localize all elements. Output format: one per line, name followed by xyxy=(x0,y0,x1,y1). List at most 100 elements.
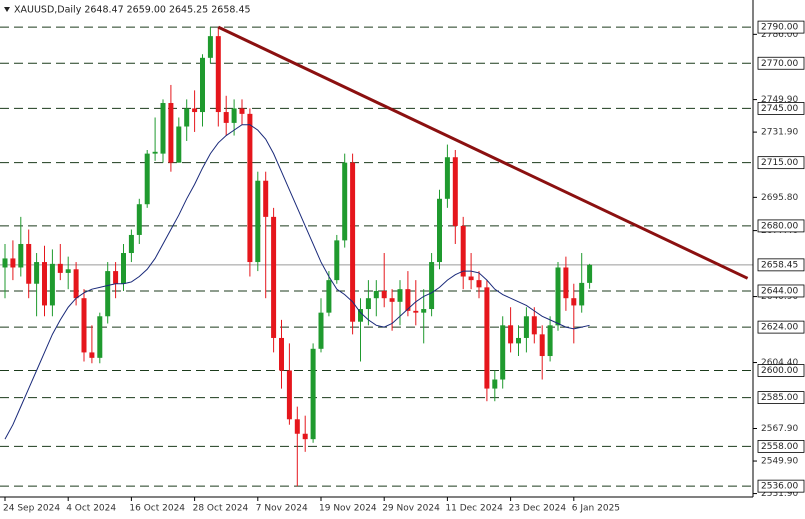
level-label: 2680.00 xyxy=(761,221,798,231)
candle-body xyxy=(476,280,482,288)
candle-body xyxy=(239,108,245,114)
candle-body xyxy=(342,162,348,241)
level-label-box xyxy=(757,56,805,70)
candle-body xyxy=(152,151,158,154)
candle-body xyxy=(429,262,435,310)
candle-body xyxy=(231,108,237,123)
candle-body xyxy=(89,352,95,358)
candle-body xyxy=(286,370,292,420)
x-tick-label: 19 Nov 2024 xyxy=(319,504,377,514)
x-tick-label: 7 Nov 2024 xyxy=(256,504,308,514)
candle-body xyxy=(294,419,300,434)
candle-body xyxy=(144,153,150,205)
level-label-box xyxy=(757,439,805,453)
candle-body xyxy=(302,433,308,440)
candle-body xyxy=(326,280,332,313)
candle-body xyxy=(539,334,545,357)
level-label-box xyxy=(757,219,805,233)
candle-body xyxy=(279,337,284,371)
candle-body xyxy=(413,310,419,313)
candle-body xyxy=(160,103,166,154)
candle-body xyxy=(365,298,371,310)
candle-body xyxy=(184,108,190,127)
candle-body xyxy=(73,269,79,299)
candle-body xyxy=(563,267,569,299)
candle-body xyxy=(484,287,490,389)
chart-title: XAUUSD,Daily 2648.47 2659.00 2645.25 265… xyxy=(14,5,251,16)
candle-body xyxy=(255,180,261,263)
level-label: 2715.00 xyxy=(761,158,798,168)
level-label-box xyxy=(757,479,805,493)
candle-body xyxy=(223,112,229,123)
candle-body xyxy=(547,325,553,357)
candle-body xyxy=(113,271,119,284)
candle-body xyxy=(65,269,71,273)
level-label: 2745.00 xyxy=(761,104,798,114)
candle-body xyxy=(57,263,63,273)
candle-body xyxy=(26,243,32,284)
candle-body xyxy=(105,271,111,317)
candle-body xyxy=(247,113,253,263)
y-tick-label: 2731.90 xyxy=(761,128,798,138)
x-tick-label: 11 Dec 2024 xyxy=(445,504,503,514)
level-label-box xyxy=(757,20,805,34)
candle-body xyxy=(437,198,442,263)
candle-body xyxy=(263,180,269,217)
candle-body xyxy=(508,325,514,344)
y-tick-label: 2786.00 xyxy=(761,30,798,40)
candle-body xyxy=(318,312,324,349)
level-label: 2558.00 xyxy=(761,442,798,452)
level-label-box xyxy=(757,284,805,298)
y-tick-label: 2567.90 xyxy=(761,424,798,434)
y-tick-label: 2531.90 xyxy=(761,489,798,499)
trendline xyxy=(217,25,749,280)
level-label: 2600.00 xyxy=(761,366,798,376)
x-tick-label: 23 Dec 2024 xyxy=(509,504,567,514)
candle-body xyxy=(358,309,363,322)
candle-body xyxy=(555,267,561,326)
level-label-box xyxy=(757,391,805,405)
current-price-label: 2658.45 xyxy=(761,260,798,270)
candle-body xyxy=(571,298,577,306)
candle-body xyxy=(350,162,356,322)
candle-body xyxy=(207,36,213,58)
candle-body xyxy=(587,264,593,283)
plot xyxy=(0,25,753,487)
candle-body xyxy=(310,348,316,440)
x-tick-label: 6 Jan 2025 xyxy=(572,504,620,514)
candle-body xyxy=(81,298,87,353)
x-tick-label: 24 Sep 2024 xyxy=(3,504,60,514)
candle-body xyxy=(42,262,47,306)
x-tick-label: 16 Oct 2024 xyxy=(129,504,185,514)
candle-body xyxy=(192,108,198,113)
candle-body xyxy=(452,157,458,226)
moving-average xyxy=(4,124,590,440)
level-label-box xyxy=(757,364,805,377)
x-tick-label: 4 Oct 2024 xyxy=(66,504,116,514)
candle-body xyxy=(460,225,466,277)
candle-body xyxy=(579,282,585,306)
level-label: 2536.00 xyxy=(761,482,798,492)
candle-body xyxy=(271,216,277,338)
level-label: 2770.00 xyxy=(761,59,798,69)
candle-body xyxy=(168,103,174,163)
candle-body xyxy=(381,290,387,299)
level-label-box xyxy=(757,156,805,170)
price-label-box xyxy=(757,258,805,272)
candle-body xyxy=(176,126,182,163)
candle-body xyxy=(121,253,126,284)
level-label: 2644.00 xyxy=(761,286,798,296)
candle-body xyxy=(468,276,474,281)
candle-body xyxy=(97,316,103,358)
candle-body xyxy=(373,290,379,299)
candle-body xyxy=(200,57,205,113)
y-tick-label: 2604.40 xyxy=(761,358,798,368)
candle-body xyxy=(2,258,8,268)
level-label-box xyxy=(757,102,805,115)
candle-body xyxy=(405,289,411,311)
y-tick-label: 2695.80 xyxy=(761,193,798,203)
level-label-box xyxy=(757,320,805,334)
candle-body xyxy=(49,263,55,306)
